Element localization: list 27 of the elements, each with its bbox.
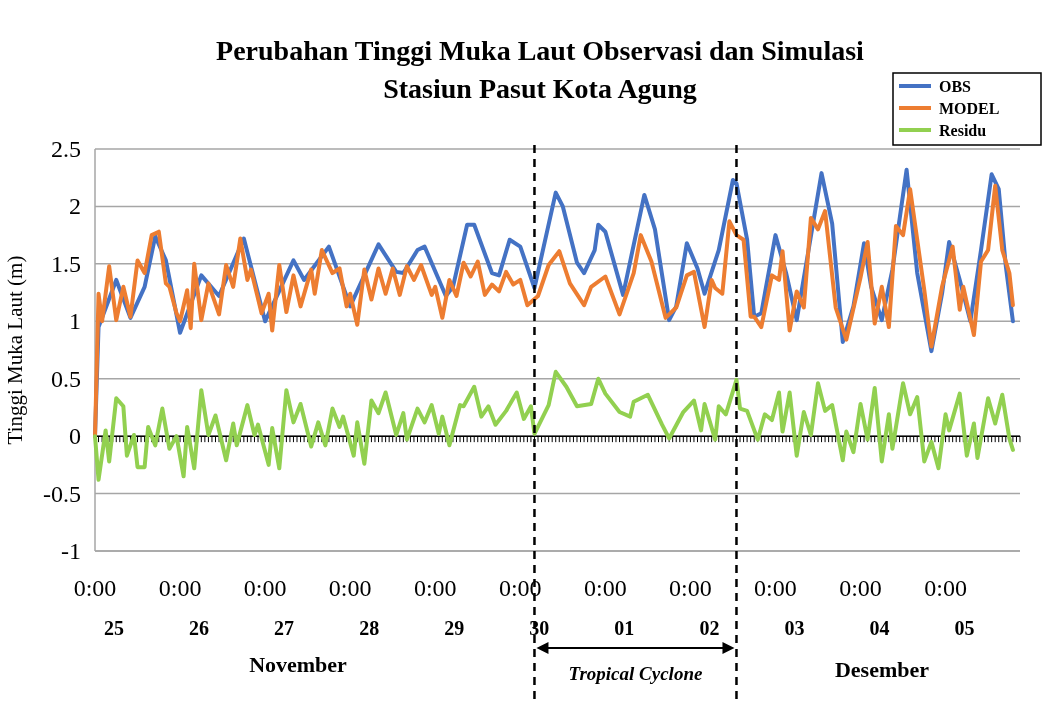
text: November bbox=[249, 652, 348, 677]
x-tick-label: 0:00 26 bbox=[158, 575, 210, 639]
y-axis-title: Tinggi Muka Laut (m) bbox=[3, 255, 27, 445]
y-tick-label: 2.5 bbox=[51, 136, 81, 162]
y-tick-label: 0.5 bbox=[51, 365, 81, 392]
x-tick-label: 0:00 02 bbox=[669, 575, 720, 639]
x-tick-label: 0:00 05 bbox=[924, 575, 975, 639]
legend-label: Residu bbox=[939, 122, 987, 139]
chart-title: Perubahan Tinggi Muka Laut Observasi dan Simulasi Stasiun Pasut Kota Agung bbox=[216, 35, 865, 104]
y-tick-label: 2 bbox=[69, 193, 81, 220]
x-tick-label: 0:00 30 bbox=[498, 575, 550, 639]
x-tick-label: 0:00 28 bbox=[328, 575, 380, 639]
text: Tropical Cyclone bbox=[568, 663, 703, 684]
x-tick-label: 0:00 04 bbox=[839, 575, 890, 639]
x-tick-label: 0:00 01 bbox=[584, 575, 635, 639]
y-tick-label: -0.5 bbox=[43, 480, 81, 507]
y-tick-label: 1.5 bbox=[51, 250, 81, 277]
text: Desember bbox=[834, 657, 930, 682]
legend-label: MODEL bbox=[939, 100, 1000, 117]
x-tick-label: 0:00 27 bbox=[243, 575, 295, 639]
x-tick-label: 0:00 29 bbox=[413, 575, 465, 639]
legend-label: OBS bbox=[939, 78, 972, 95]
y-tick-label: -1 bbox=[61, 538, 81, 564]
y-tick-label: 0 bbox=[69, 423, 81, 450]
x-tick-label: 0:00 25 bbox=[73, 575, 124, 639]
x-tick-label: 0:00 03 bbox=[754, 575, 805, 639]
y-tick-label: 1 bbox=[69, 308, 81, 335]
